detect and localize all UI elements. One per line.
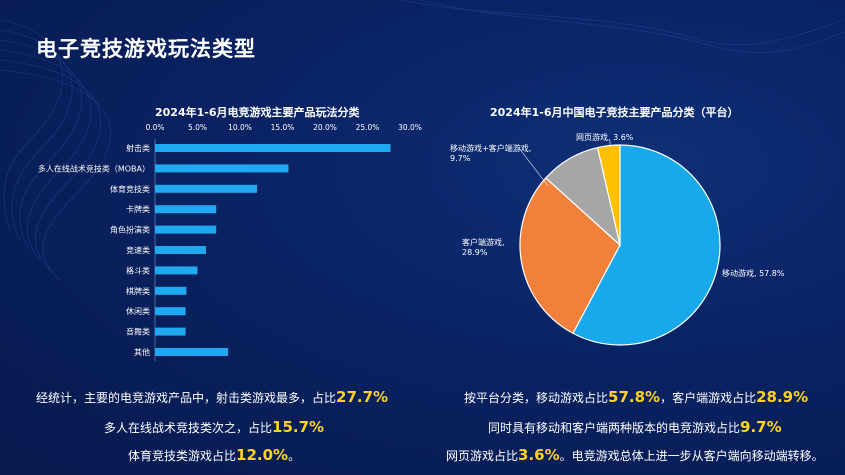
- leader-line: [518, 147, 549, 187]
- summary-text: 网页游戏占比: [446, 449, 519, 463]
- pie-slice: [572, 144, 721, 346]
- x-tick-label: 20.0%: [313, 123, 337, 132]
- summary-text: 。: [288, 449, 301, 463]
- category-label: 卡牌类: [126, 204, 150, 214]
- category-label: 竞速类: [126, 245, 150, 255]
- bar: [155, 266, 198, 275]
- category-label: 休闲类: [126, 306, 150, 316]
- summary-highlight: 28.9%: [756, 388, 809, 406]
- x-tick-label: 30.0%: [398, 123, 422, 132]
- bar: [155, 348, 229, 356]
- category-label: 其他: [134, 347, 150, 357]
- pie-slice-label: 移动游戏, 57.8%: [722, 268, 785, 278]
- bar-chart-title: 2024年1-6月电竞游戏主要产品玩法分类: [155, 106, 360, 119]
- bar: [155, 246, 206, 254]
- summary-right-line-1: 按平台分类，移动游戏占比57.8%，客户端游戏占比28.9%: [464, 388, 808, 406]
- summary-text: ，客户端游戏占比: [660, 391, 757, 405]
- x-tick-label: 15.0%: [271, 123, 295, 132]
- category-label: 多人在线战术竞技类（MOBA）: [38, 163, 150, 173]
- pie-slice: [519, 177, 621, 335]
- category-label: 棋牌类: [126, 286, 150, 296]
- category-label: 音舞类: [126, 327, 150, 337]
- pie-slice-label: 移动游戏+客户端游戏, 9.7%: [450, 143, 531, 163]
- summary-highlight: 57.8%: [608, 388, 661, 406]
- summary-left-line-1: 经统计，主要的电竞游戏产品中，射击类游戏最多，占比27.7%: [36, 388, 388, 406]
- summary-text: 按平台分类，移动游戏占比: [464, 391, 609, 405]
- page-title: 电子竞技游戏玩法类型: [36, 37, 256, 61]
- bar: [155, 164, 289, 173]
- bar: [155, 286, 187, 295]
- bar: [155, 144, 391, 152]
- bar: [155, 307, 186, 316]
- category-label: 格斗类: [126, 265, 150, 275]
- summary-highlight: 3.6%: [518, 446, 560, 464]
- summary-text: 同时具有移动和客户端两种版本的电竞游戏占比: [488, 421, 741, 435]
- summary-left-line-3: 体育竞技类游戏占比12.0%。: [128, 446, 300, 464]
- summary-left-line-2: 多人在线战术竞技类次之，占比15.7%: [104, 418, 324, 436]
- summary-highlight: 27.7%: [336, 388, 389, 406]
- summary-right-line-3: 网页游戏占比3.6%。电竞游戏总体上进一步从客户端向移动端转移。: [446, 446, 824, 464]
- summary-text: 体育竞技类游戏占比: [128, 449, 237, 463]
- x-tick-label: 10.0%: [228, 123, 252, 132]
- bar: [155, 184, 257, 193]
- summary-highlight: 15.7%: [272, 418, 325, 436]
- summary-highlight: 9.7%: [740, 418, 782, 436]
- summary-right-line-2: 同时具有移动和客户端两种版本的电竞游戏占比9.7%: [488, 418, 782, 436]
- pie-slice-label: 网页游戏, 3.6%: [576, 132, 634, 142]
- summary-text: 经统计，主要的电竞游戏产品中，射击类游戏最多，占比: [36, 391, 337, 405]
- pie-chart-title: 2024年1-6月中国电子竞技主要产品分类（平台）: [490, 106, 739, 119]
- bar: [155, 327, 186, 336]
- bar: [155, 225, 217, 234]
- bar: [155, 205, 217, 214]
- summary-highlight: 12.0%: [236, 446, 289, 464]
- pie-slice-label: 客户端游戏, 28.9%: [462, 237, 505, 257]
- summary-text: 。电竞游戏总体上进一步从客户端向移动端转移。: [559, 449, 824, 463]
- category-label: 射击类: [126, 143, 150, 153]
- category-label: 体育竞技类: [110, 184, 150, 194]
- pie-slice: [596, 144, 621, 246]
- category-label: 角色扮演类: [110, 225, 150, 235]
- x-tick-label: 5.0%: [188, 123, 207, 132]
- summary-text: 多人在线战术竞技类次之，占比: [104, 421, 273, 435]
- x-tick-label: 0.0%: [145, 123, 164, 132]
- x-tick-label: 25.0%: [356, 123, 380, 132]
